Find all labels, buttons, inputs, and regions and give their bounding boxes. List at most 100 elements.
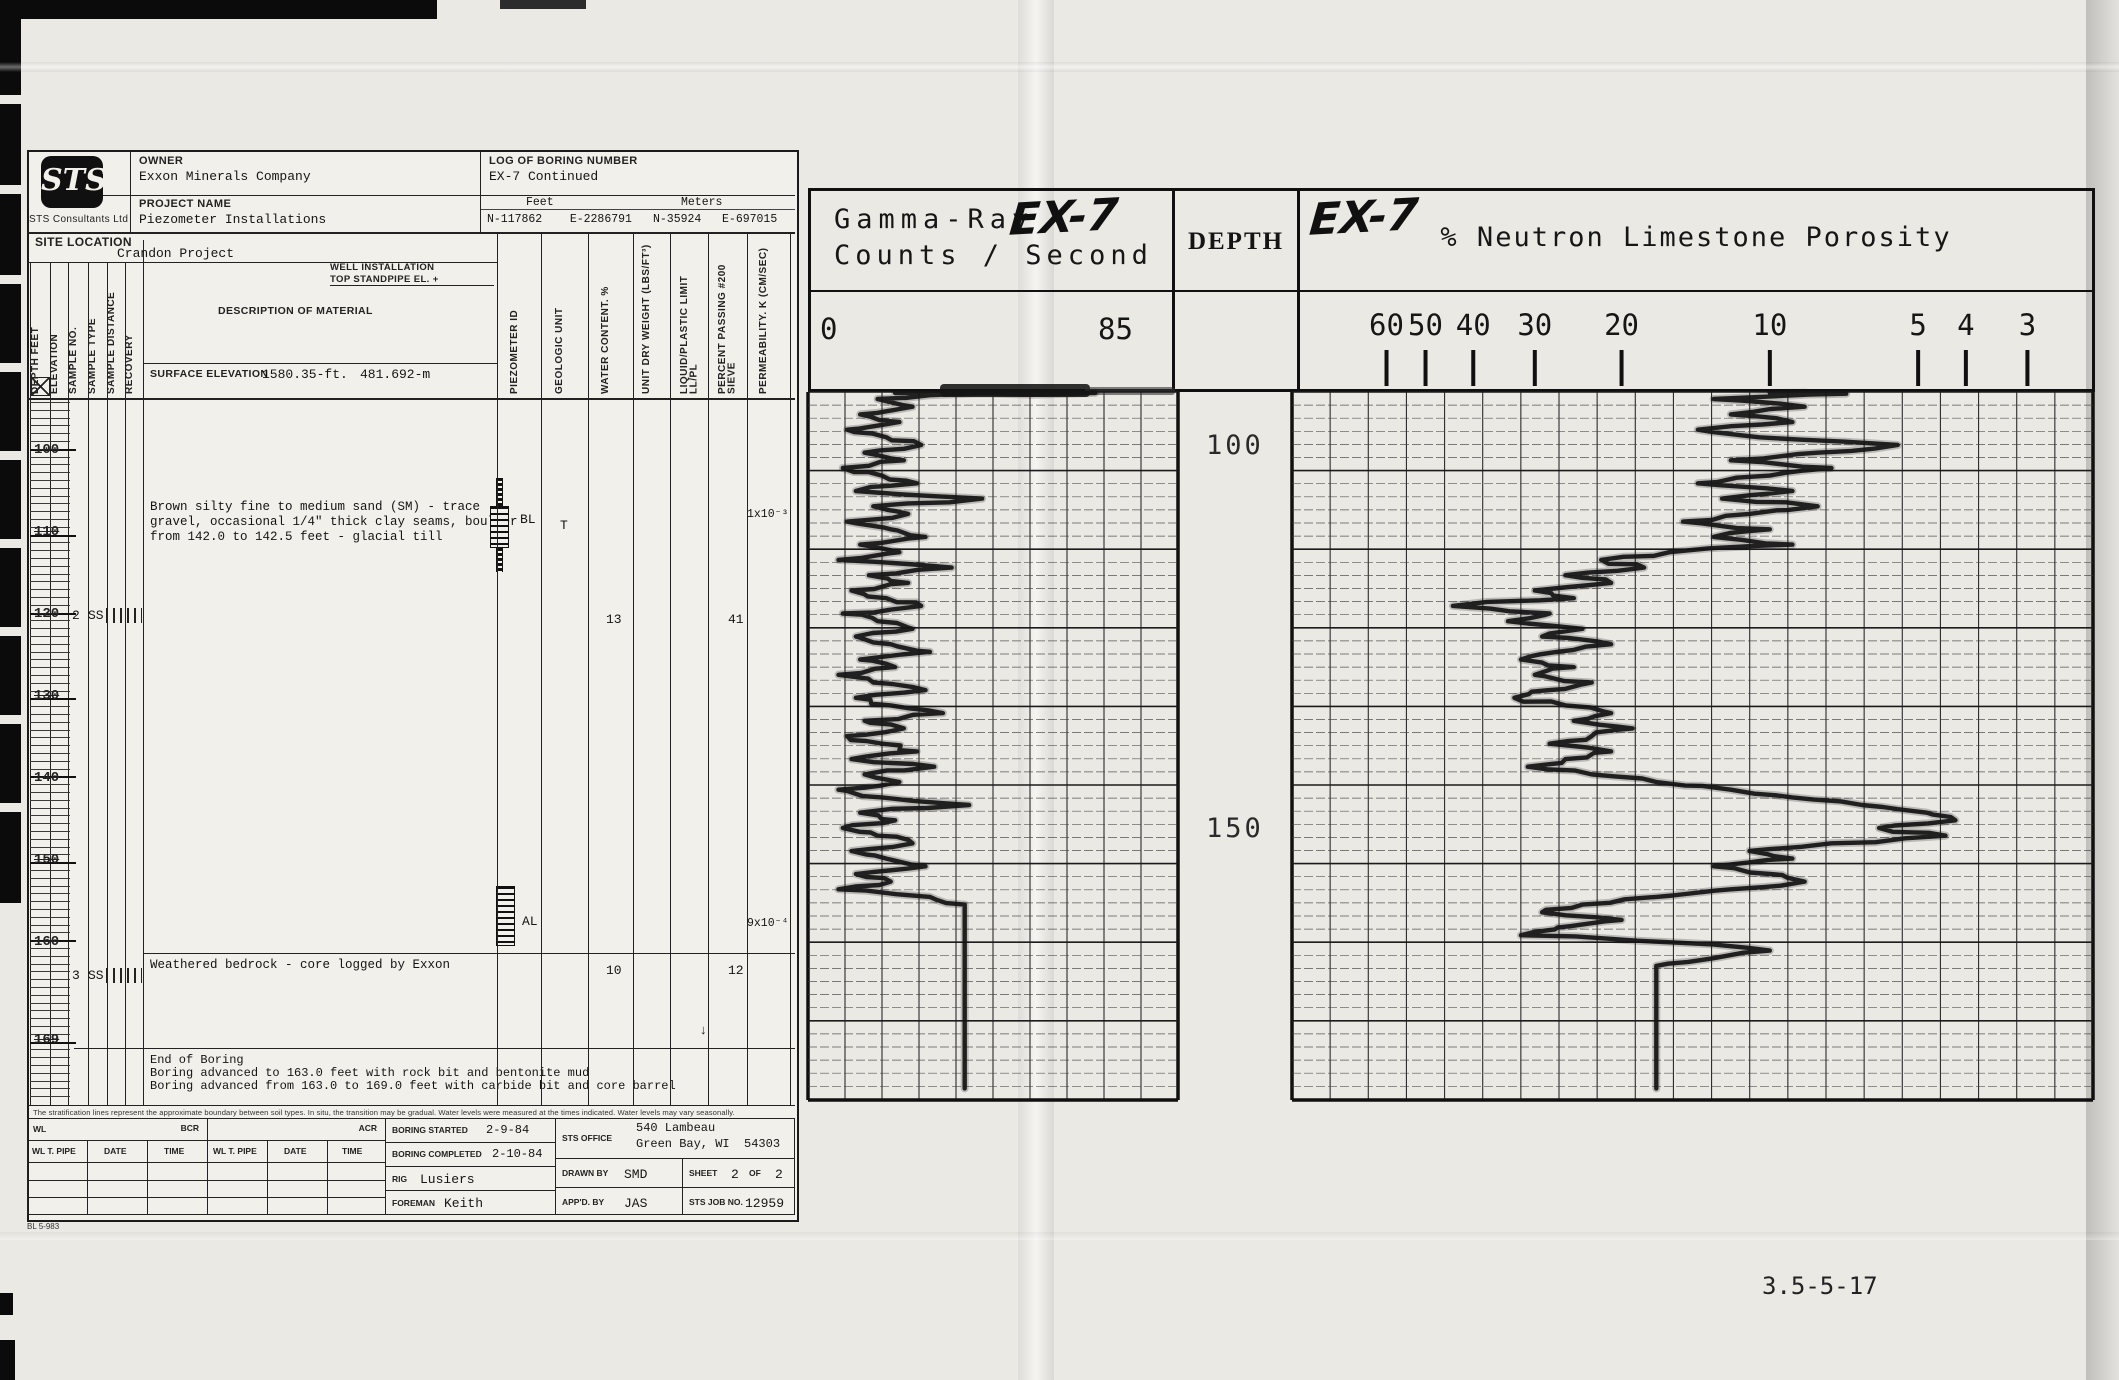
depth-ruler-tick [30, 628, 70, 630]
form-column-line [633, 232, 634, 1105]
drawn-by-cell: DRAWN BY SMD [555, 1158, 682, 1187]
meters-label: Meters [681, 196, 723, 209]
date-label-2: DATE [284, 1146, 307, 1156]
depth-mark-label: 100 [34, 442, 60, 458]
project-name-value: Piezometer Installations [139, 212, 327, 227]
sheet-number: 2 [731, 1167, 739, 1182]
depth-ruler-tick [30, 534, 76, 537]
depth-ruler-tick [30, 682, 70, 684]
depth-ruler-tick [30, 901, 70, 903]
time-label: TIME [164, 1146, 185, 1156]
owner-value: Exxon Minerals Company [139, 169, 311, 184]
depth-ruler-tick [30, 526, 70, 528]
sts-office-label: STS OFFICE [562, 1133, 613, 1143]
scan-smear-2 [1085, 387, 1175, 395]
depth-ruler-tick [30, 963, 70, 965]
page-number: 3.5-5-17 [1762, 1272, 1878, 1300]
depth-ruler-tick [30, 994, 70, 996]
table-row-line [27, 1180, 385, 1181]
depth-ruler-tick [30, 456, 70, 458]
depth-ruler-tick [30, 1041, 76, 1044]
depth-ruler-tick [30, 979, 70, 981]
form-column-line [88, 262, 89, 1105]
depth-ruler-tick [30, 987, 70, 988]
boring-number-value: EX-7 Continued [489, 169, 599, 184]
table-row-line [27, 1197, 385, 1198]
sts-office-address-2: Green Bay, WI 54303 [636, 1137, 781, 1151]
scan-top-bar [0, 0, 437, 19]
approved-by-label: APP'D. BY [562, 1197, 605, 1207]
wlt-pipe-header-1: WL T. PIPE [27, 1140, 87, 1162]
owner-label: OWNER [139, 155, 184, 167]
form-rule-line [27, 262, 497, 263]
top-standpipe-label: TOP STANDPIPE EL. + [330, 274, 494, 286]
depth-ruler-tick [30, 909, 70, 910]
job-number-cell: STS JOB NO. 12959 [682, 1187, 795, 1215]
depth-ruler-tick [30, 846, 70, 848]
depth-ruler-tick [30, 1010, 70, 1012]
depth-ruler-tick [30, 581, 70, 583]
depth-ruler-tick [30, 807, 70, 809]
depth-mark-label: 110 [34, 524, 60, 540]
site-location-label: SITE LOCATION [35, 235, 132, 249]
depth-ruler-tick [30, 651, 70, 653]
column-header-piezometer-id: PIEZOMETER ID [509, 309, 520, 394]
column-header-sample-type: SAMPLE TYPE [87, 317, 98, 394]
depth-ruler-tick [30, 698, 76, 701]
coordinates-divider [481, 209, 795, 210]
wl-label: WL [33, 1124, 47, 1134]
well-installation-label: WELL INSTALLATION [330, 262, 435, 273]
paper-fold-bottom [0, 1232, 2119, 1240]
depth-ruler-tick [30, 932, 70, 934]
depth-ruler-tick [30, 417, 70, 419]
geologic-unit-1: T [560, 518, 568, 533]
table-column-line [267, 1140, 268, 1215]
column-header-unit-dry-weight-lbs-ft-: UNIT DRY WEIGHT (LBS/FT³) [641, 244, 652, 394]
depth-ruler-tick [30, 1002, 70, 1004]
surface-elevation-meters: 481.692-m [360, 367, 431, 382]
porosity-scale-number: 5 [1909, 308, 1927, 342]
porosity-scale-number: 30 [1517, 308, 1553, 342]
wlt-pipe-label: WL T. PIPE [32, 1146, 76, 1156]
sample2-number: 3 [72, 968, 80, 983]
form-column-line [670, 232, 671, 1105]
porosity-scale-number: 4 [1957, 308, 1975, 342]
scan-edge-notch [0, 451, 21, 460]
form-rule-line [74, 1048, 795, 1049]
drawn-by-value: SMD [624, 1167, 648, 1182]
depth-ruler-tick [30, 402, 70, 403]
permeability-1: 1x10⁻³ [747, 508, 789, 521]
table-column-line [327, 1140, 328, 1215]
form-rule-line [143, 363, 497, 364]
depth-ruler-tick [30, 558, 70, 559]
sheet-cell: SHEET 2 OF 2 [682, 1158, 795, 1187]
gamma-title-line1: Gamma-Ray [834, 204, 1035, 235]
depth-ruler-tick [30, 433, 70, 435]
scan-bottom-left-mark [0, 1293, 13, 1315]
depth-ruler-tick [30, 768, 70, 770]
depth-ruler-tick [30, 831, 70, 832]
depth-ruler-tick [30, 620, 70, 622]
form-rule-line [103, 195, 795, 196]
depth-ruler-tick [30, 940, 76, 943]
form-rule-line [143, 953, 795, 954]
stratification-footnote: The stratification lines represent the a… [33, 1108, 735, 1117]
scan-top-mark [500, 0, 586, 9]
sts-logo-caption: STS Consultants Ltd [29, 214, 129, 225]
depth-ruler-tick [30, 612, 76, 615]
porosity-scale-number: 10 [1752, 308, 1788, 342]
site-location-cell: SITE LOCATION Crandon Project [27, 232, 480, 262]
boring-started-label: BORING STARTED [392, 1125, 468, 1135]
depth-ruler-tick [30, 667, 70, 669]
depth-ruler-tick [30, 823, 70, 825]
end-of-boring-2: Boring advanced to 163.0 feet with rock … [150, 1066, 590, 1080]
form-number: BL 5-983 [27, 1222, 60, 1231]
depth-mark-label: 160 [34, 934, 60, 950]
surface-elevation-feet: 1580.35-ft. [262, 367, 348, 382]
depth-ruler-tick [30, 495, 70, 497]
depth-ruler-tick [30, 441, 70, 442]
depth-ruler-tick [30, 706, 70, 708]
depth-header-x-symbol [31, 377, 50, 396]
depth-mark-label: 150 [34, 852, 60, 868]
depth-ruler-tick [30, 924, 70, 926]
